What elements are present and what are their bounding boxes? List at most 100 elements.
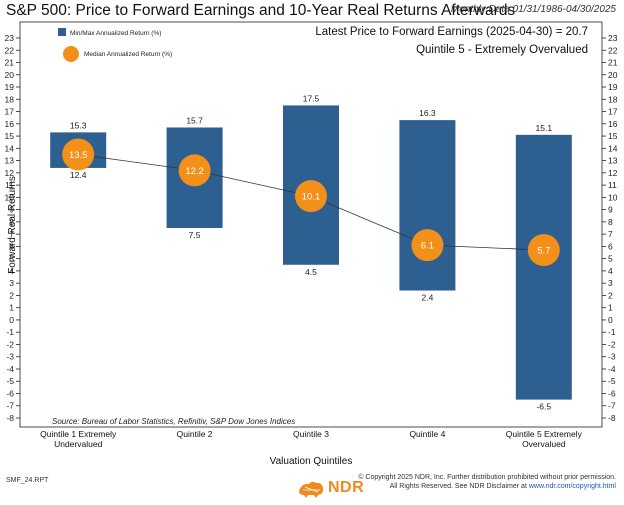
y-tick-label-right: 14 (608, 143, 618, 153)
legend: Min/Max Annualized Return (%) Median Ann… (58, 28, 172, 62)
y-tick-label-left: 14 (5, 143, 15, 153)
median-value-label: 10.1 (302, 192, 321, 203)
legend-minmax-swatch (58, 28, 66, 36)
y-tick-label-right: 15 (608, 131, 618, 141)
bar-max-label: 15.3 (70, 120, 87, 130)
y-tick-label-left: -3 (6, 352, 14, 362)
bar-group: 15.3 12.4 15.7 7.5 17.5 4.5 16.3 2.4 15.1 -6.5 (50, 93, 572, 412)
bar-max-label: 17.5 (303, 93, 320, 103)
y-tick-label-right: -4 (608, 364, 616, 374)
x-category-label: Quintile 3 (293, 429, 329, 439)
y-tick-label-left: 0 (9, 315, 14, 325)
y-tick-label-right: -8 (608, 413, 616, 423)
y-tick-label-right: 17 (608, 107, 618, 117)
x-category-label: Quintile 2 (177, 429, 213, 439)
median-value-label: 13.5 (69, 150, 88, 161)
median-dot (295, 180, 327, 213)
bar-min-label: 2.4 (421, 293, 433, 303)
x-category-label: Overvalued (522, 439, 566, 449)
x-category-label: Quintile 5 Extremely (506, 429, 583, 439)
median-dot-group: 13.5 12.2 10.1 6.1 5.7 (62, 138, 560, 267)
y-tick-label-left: 17 (5, 107, 15, 117)
x-category-label: Undervalued (54, 439, 102, 449)
latest-pe-info: Latest Price to Forward Earnings (2025-0… (315, 26, 588, 38)
y-tick-label-left: 13 (5, 156, 15, 166)
y-tick-label-right: 6 (608, 241, 613, 251)
median-dot (527, 234, 560, 267)
copyright-prefix: All Rights Reserved. See NDR Disclaimer … (389, 483, 529, 490)
y-tick-label-left: 21 (5, 58, 15, 68)
y-tick-label-right: 9 (608, 205, 613, 215)
y-tick-label-left: -1 (6, 327, 14, 337)
y-tick-label-left: 1 (9, 303, 14, 313)
y-tick-label-right: 23 (608, 33, 618, 43)
y-tick-label-left: 16 (5, 119, 15, 129)
current-quintile-info: Quintile 5 - Extremely Overvalued (416, 44, 588, 56)
copyright-line-2: All Rights Reserved. See NDR Disclaimer … (390, 483, 616, 490)
ndr-logo: NDR (296, 478, 366, 500)
y-tick-label-right: 7 (608, 229, 613, 239)
y-tick-label-right: -2 (608, 339, 616, 349)
y-tick-label-left: 2 (9, 290, 14, 300)
legend-median-swatch (63, 46, 79, 62)
y-tick-label-left: 9 (9, 205, 14, 215)
y-tick-label-right: 1 (608, 303, 613, 313)
y-tick-label-left: 22 (5, 45, 15, 55)
y-tick-label-left: 8 (9, 217, 14, 227)
x-category-label: Quintile 4 (409, 429, 445, 439)
y-tick-label-right: 5 (608, 254, 613, 264)
y-tick-label-left: 10 (5, 192, 15, 202)
y-tick-label-left: 6 (9, 241, 14, 251)
y-tick-label-left: 3 (9, 278, 14, 288)
y-tick-label-right: 0 (608, 315, 613, 325)
legend-median-label: Median Annualized Return (%) (84, 51, 172, 58)
y-tick-label-right: 22 (608, 45, 618, 55)
chart-title: S&P 500: Price to Forward Earnings and 1… (6, 2, 516, 19)
y-tick-label-right: 16 (608, 119, 618, 129)
y-tick-label-right: 18 (608, 94, 618, 104)
logo-text: NDR (328, 479, 365, 496)
y-tick-label-left: -4 (6, 364, 14, 374)
bar-max-label: 15.1 (536, 123, 553, 133)
range-bar (515, 134, 572, 400)
y-tick-label-right: -7 (608, 401, 616, 411)
plot-frame (19, 21, 603, 428)
y-tick-label-right: 21 (608, 58, 618, 68)
copyright-link[interactable]: www.ndr.com/copyright.html (528, 483, 616, 490)
median-value-label: 5.7 (537, 246, 550, 257)
y-tick-label-left: -6 (6, 388, 14, 398)
median-dot (62, 138, 95, 171)
y-tick-label-right: 8 (608, 217, 613, 227)
y-tick-label-left: 20 (5, 70, 15, 80)
y-tick-label-left: 7 (9, 229, 14, 239)
y-tick-label-left: 23 (5, 33, 15, 43)
y-tick-label-right: 20 (608, 70, 618, 80)
y-tick-label-right: 2 (608, 290, 613, 300)
y-axis-title: Forward Real Returns (7, 176, 18, 274)
x-category-label: Quintile 1 Extremely (40, 429, 117, 439)
copyright-line-1: © Copyright 2025 NDR, Inc. Further distr… (358, 474, 616, 481)
y-tick-label-left: 11 (5, 180, 14, 190)
bar-max-label: 16.3 (419, 108, 436, 118)
legend-minmax-label: Min/Max Annualized Return (%) (70, 30, 161, 37)
y-tick-label-left: 18 (5, 94, 15, 104)
y-tick-label-left: -8 (6, 413, 14, 423)
range-bar (399, 120, 456, 291)
median-value-label: 12.2 (185, 166, 204, 177)
bar-min-label: 12.4 (70, 170, 87, 180)
bar-min-label: 4.5 (305, 267, 317, 277)
y-tick-label-right: 4 (608, 266, 613, 276)
y-tick-label-right: 12 (608, 168, 618, 178)
y-tick-label-right: 13 (608, 156, 618, 166)
median-dot (178, 154, 211, 187)
y-tick-label-right: 19 (608, 82, 618, 92)
median-dot (411, 229, 444, 262)
y-tick-label-right: -1 (608, 327, 616, 337)
y-tick-label-left: -7 (6, 401, 14, 411)
y-tick-label-right: -5 (608, 376, 616, 386)
median-value-label: 6.1 (421, 241, 434, 252)
y-tick-label-left: 5 (9, 254, 14, 264)
source-note: Source: Bureau of Labor Statistics, Refi… (52, 417, 295, 426)
